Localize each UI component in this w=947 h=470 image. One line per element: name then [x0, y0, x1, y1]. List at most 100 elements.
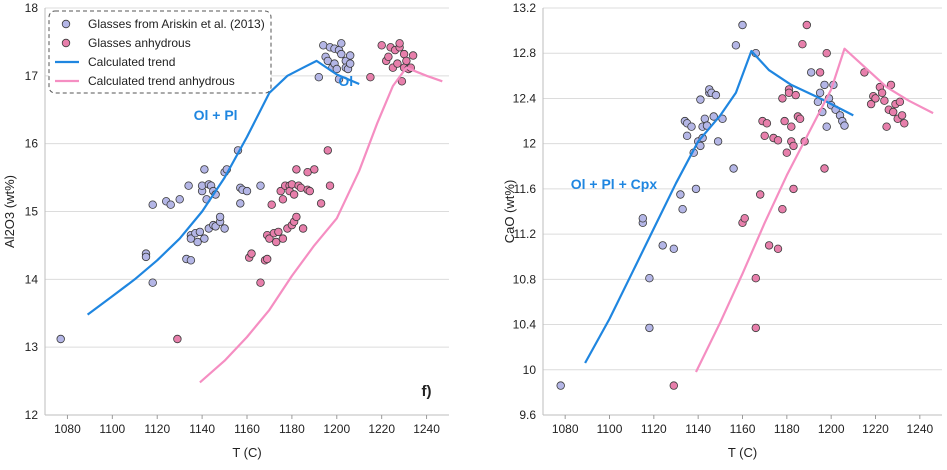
data-point-ariskin: [56, 334, 65, 344]
data-point-anhydrous: [377, 41, 386, 50]
data-point-anhydrous: [787, 122, 796, 131]
data-point-anhydrous: [298, 224, 308, 233]
data-point-ariskin: [166, 200, 175, 209]
data-point-anhydrous: [263, 254, 272, 264]
data-point-anhydrous: [782, 148, 791, 157]
data-point-anhydrous: [764, 241, 774, 250]
x-tick-label: 1100: [597, 422, 623, 436]
y-tick-label: 16: [25, 137, 39, 151]
data-point-ariskin: [638, 214, 647, 223]
data-point-anhydrous: [305, 186, 314, 196]
data-point-ariskin: [193, 237, 202, 247]
x-tick-label: 1160: [730, 422, 756, 436]
data-point-anhydrous: [395, 39, 404, 48]
data-point-ariskin: [658, 241, 667, 250]
data-point-anhydrous: [325, 181, 335, 190]
data-point-anhydrous: [247, 249, 256, 258]
y-tick-label: 9.6: [519, 408, 536, 422]
data-point-anhydrous: [778, 94, 787, 103]
data-point-ariskin: [645, 274, 654, 283]
data-point-anhydrous: [871, 94, 880, 103]
data-point-anhydrous: [278, 234, 288, 243]
data-point-anhydrous: [789, 184, 798, 194]
data-point-anhydrous: [267, 200, 276, 209]
data-point-ariskin: [729, 164, 738, 173]
phase-annotation: Ol + Pl: [194, 107, 238, 123]
data-point-ariskin: [738, 20, 747, 30]
data-point-anhydrous: [751, 274, 760, 283]
data-point-anhydrous: [402, 56, 411, 66]
data-point-anhydrous: [789, 141, 798, 151]
data-point-ariskin: [346, 59, 355, 68]
data-point-anhydrous: [310, 165, 319, 174]
x-tick-label: 1080: [54, 422, 81, 436]
data-point-ariskin: [186, 256, 196, 265]
data-point-ariskin: [337, 39, 346, 48]
legend-marker-ariskin: [61, 19, 71, 29]
data-point-anhydrous: [762, 119, 772, 128]
data-point-anhydrous: [778, 204, 787, 214]
x-tick-label: 1180: [774, 422, 800, 436]
data-point-anhydrous: [384, 52, 393, 61]
data-point-anhydrous: [756, 190, 765, 199]
data-point-ariskin: [709, 112, 718, 121]
y-tick-label: 13.2: [513, 1, 537, 15]
y-axis-title: Al2O3 (wt%): [2, 175, 17, 248]
data-point-anhydrous: [815, 68, 825, 77]
x-tick-label: 1140: [685, 422, 711, 436]
data-point-anhydrous: [820, 164, 829, 173]
data-point-anhydrous: [256, 278, 265, 287]
data-point-ariskin: [195, 227, 205, 237]
data-point-anhydrous: [323, 146, 332, 155]
data-point-ariskin: [175, 195, 184, 204]
y-tick-label: 14: [25, 272, 39, 286]
data-point-anhydrous: [780, 116, 789, 126]
data-point-ariskin: [184, 181, 193, 190]
trend-line-anhydrous: [695, 47, 934, 373]
data-point-anhydrous: [316, 199, 326, 208]
phase-annotation: Ol: [338, 73, 353, 89]
data-point-ariskin: [815, 88, 825, 97]
trend-line: [86, 59, 360, 316]
trend-line: [584, 49, 854, 364]
y-tick-label: 12.8: [513, 46, 537, 60]
data-point-ariskin: [200, 165, 209, 174]
data-point-anhydrous: [900, 119, 909, 128]
y-tick-label: 12: [523, 137, 537, 151]
data-point-ariskin: [676, 190, 685, 199]
data-point-ariskin: [220, 224, 229, 233]
data-point-anhydrous: [272, 237, 281, 247]
data-point-anhydrous: [798, 40, 807, 49]
chart-left-al2o3: 12 13 14 15 16 17 18 1080 1100 1120 1140 1160 1180 12…: [2, 1, 449, 460]
data-point-ariskin: [696, 95, 705, 104]
y-tick-label: 10: [523, 363, 537, 377]
data-point-ariskin: [197, 181, 207, 190]
x-tick-label: 1180: [279, 422, 305, 436]
x-tick-label: 1200: [818, 422, 845, 436]
data-point-ariskin: [556, 381, 565, 390]
legend-label: Calculated trend: [88, 55, 175, 69]
y-tick-label: 15: [25, 205, 39, 219]
legend-marker-anhydrous: [61, 38, 71, 48]
y-tick-label: 17: [25, 69, 39, 83]
y-tick-label: 10.4: [513, 318, 537, 332]
data-point-anhydrous: [760, 131, 769, 140]
data-point-anhydrous: [822, 49, 831, 58]
data-point-anhydrous: [889, 107, 898, 117]
data-point-anhydrous: [773, 136, 783, 145]
data-point-ariskin: [332, 64, 341, 74]
data-point-ariskin: [682, 131, 692, 140]
x-tick-label: 1240: [906, 422, 933, 436]
y-tick-label: 10.8: [513, 272, 537, 286]
data-point-ariskin: [256, 181, 265, 190]
data-point-anhydrous: [795, 114, 805, 123]
data-point-ariskin: [236, 199, 245, 208]
data-point-anhydrous: [880, 96, 889, 105]
data-point-ariskin: [691, 184, 701, 194]
y-tick-label: 18: [25, 1, 39, 15]
data-point-ariskin: [215, 212, 225, 222]
x-tick-label: 1080: [552, 422, 579, 436]
y-axis-title: CaO (wt%): [502, 180, 517, 244]
x-tick-label: 1200: [323, 422, 350, 436]
